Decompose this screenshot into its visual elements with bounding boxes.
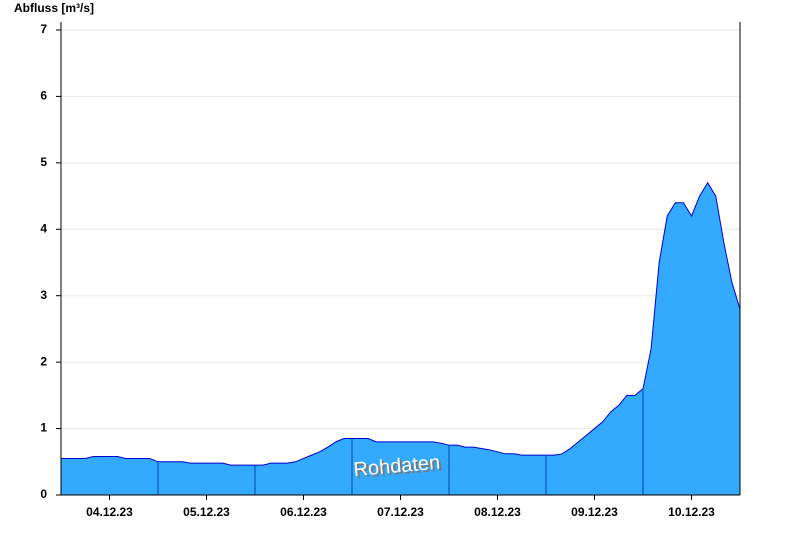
- y-tick-label: 1: [40, 421, 47, 435]
- y-tick-label: 6: [40, 89, 47, 103]
- y-axis-title: Abfluss [m³/s]: [14, 1, 94, 15]
- x-tick-label: 08.12.23: [474, 505, 521, 519]
- x-tick-label: 10.12.23: [668, 505, 715, 519]
- x-tick-label: 06.12.23: [280, 505, 327, 519]
- y-tick-label: 4: [40, 221, 47, 235]
- y-tick-label: 7: [40, 22, 47, 36]
- x-tick-label: 04.12.23: [86, 505, 133, 519]
- y-tick-label: 0: [40, 487, 47, 501]
- y-tick-label: 5: [40, 155, 47, 169]
- y-tick-label: 3: [40, 288, 47, 302]
- area: [61, 182, 740, 496]
- x-tick-label: 05.12.23: [183, 505, 230, 519]
- x-tick-label: 07.12.23: [377, 505, 424, 519]
- line: [61, 181, 741, 466]
- x-tick-label: 09.12.23: [571, 505, 618, 519]
- y-tick-label: 2: [40, 354, 47, 368]
